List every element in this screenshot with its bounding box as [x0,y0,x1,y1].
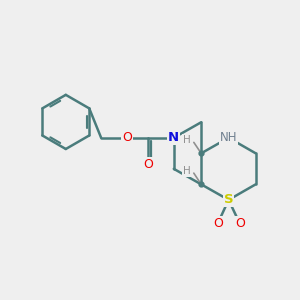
Text: N: N [168,131,179,144]
Text: O: O [143,158,153,171]
Text: H: H [183,166,191,176]
Text: O: O [122,131,132,144]
Text: H: H [183,135,191,145]
Text: NH: NH [220,131,237,144]
Text: S: S [224,194,233,206]
Text: O: O [213,217,223,230]
Text: O: O [235,217,245,230]
